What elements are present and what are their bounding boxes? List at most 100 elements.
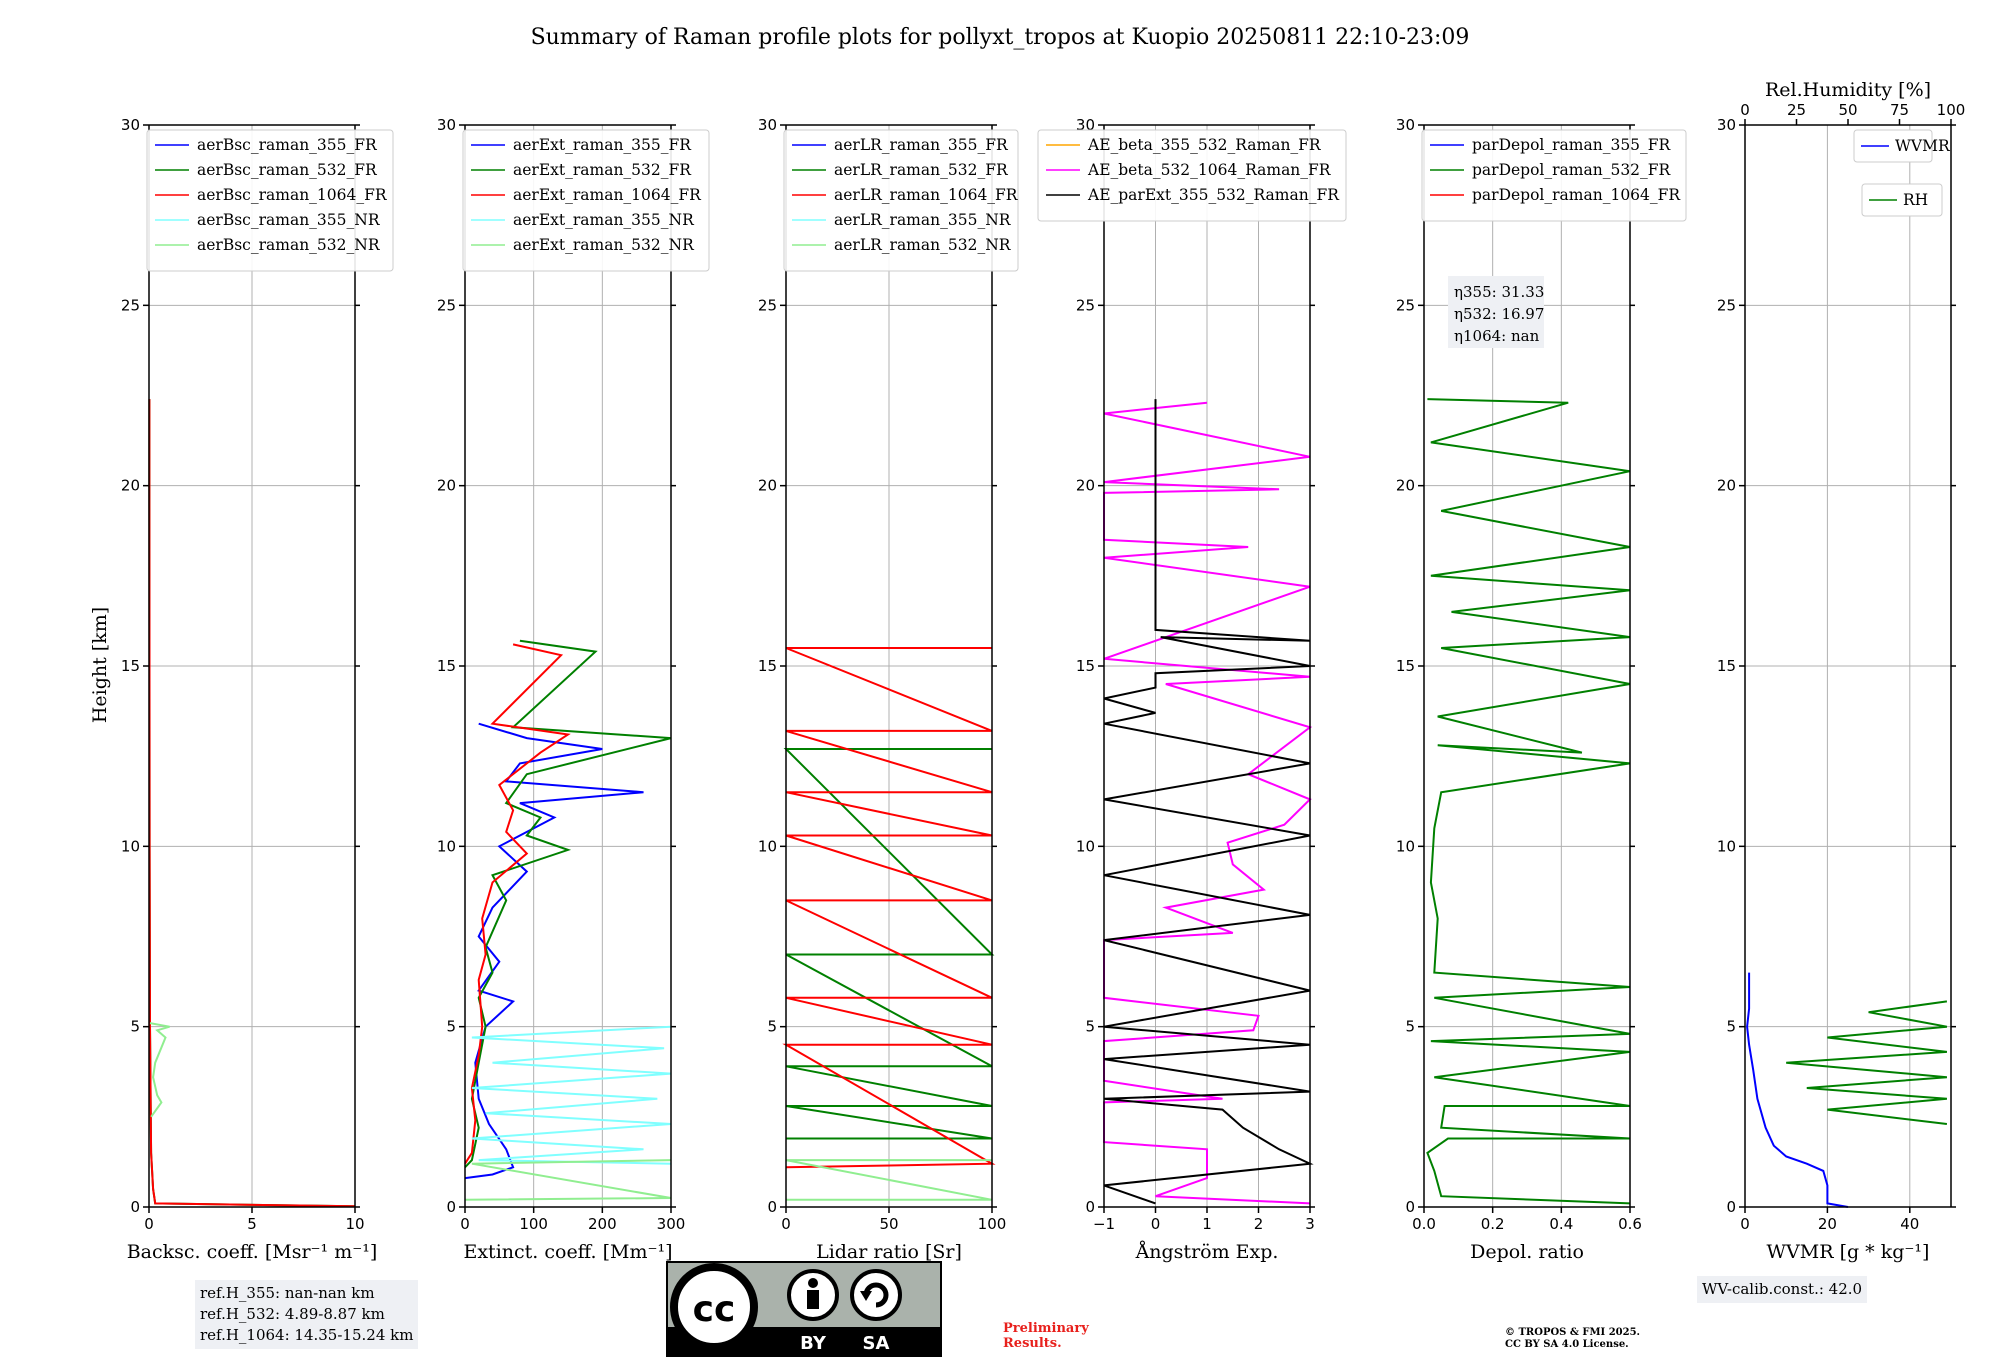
y-tick-label: 30 [758, 116, 777, 134]
x-tick-label: 2 [1254, 1215, 1264, 1233]
series-line-aerext-raman-355-nr [471, 1025, 672, 1165]
y-tick-label: 5 [767, 1018, 777, 1036]
series-line-aerext-raman-532-nr [464, 1159, 672, 1201]
series-line-aerbsc-raman-532-nr [149, 1022, 170, 1118]
legend: aerBsc_raman_355_FR aerBsc_raman_532_FRae… [146, 129, 394, 272]
preliminary-line-2: Results. [1003, 1336, 1062, 1351]
cc-icon: cc [693, 1289, 736, 1330]
y-tick-label: 25 [1717, 296, 1736, 314]
legend-label: aerBsc_raman_532_NR [197, 236, 381, 254]
y-tick-label: 10 [437, 837, 456, 855]
y-tick-label: 20 [121, 477, 140, 495]
series-line-rh [1786, 1000, 1948, 1125]
legend: AE_beta_355_532_Raman_FR AE_beta_532_1064… [1037, 129, 1347, 222]
figure-title: Summary of Raman profile plots for polly… [531, 25, 1470, 50]
legend-label: aerExt_raman_532_FR [513, 161, 692, 179]
y-tick-label: 30 [437, 116, 456, 134]
x2-tick-label: 25 [1787, 101, 1806, 119]
y-tick-label: 0 [446, 1198, 456, 1216]
preliminary-note: Preliminary Results. [1003, 1321, 1089, 1351]
legend-label: aerLR_raman_1064_FR [834, 186, 1019, 204]
badge-sa: SA [863, 1333, 890, 1354]
depol-eta1064: η1064: nan [1454, 327, 1540, 345]
y-tick-label: 15 [1396, 657, 1415, 675]
y-tick-label: 5 [1085, 1018, 1095, 1036]
y-tick-label: 20 [1396, 477, 1415, 495]
x-tick-label: 20 [1818, 1215, 1837, 1233]
x-axis-label: WVMR [g * kg⁻¹] [1767, 1241, 1930, 1263]
person-icon [787, 1269, 839, 1321]
ref-heights-box: ref.H_355: nan-nan km ref.H_532: 4.89-8.… [195, 1280, 419, 1349]
legend-label: aerLR_raman_355_NR [834, 211, 1012, 229]
panel-3: 0 5 10 15 20 25 30 0 50 100 Lidar ratio [Sr] aerLR_… [758, 116, 1019, 1263]
panel-1: 0 5 10 15 20 25 30 0 5 10 Backsc. coeff. [Msr⁻¹ m⁻… [121, 116, 394, 1263]
y-tick-label: 25 [758, 296, 777, 314]
y-tick-label: 25 [437, 296, 456, 314]
svg-text:cc: cc [693, 1289, 736, 1330]
y-tick-label: 15 [1076, 657, 1095, 675]
legend-label: AE_parExt_355_532_Raman_FR [1087, 186, 1340, 204]
x-tick-label: 100 [519, 1215, 548, 1233]
y-tick-label: 25 [1076, 296, 1095, 314]
series-line-aerext-raman-1064-fr [464, 643, 571, 1165]
y-tick-label: 5 [130, 1018, 140, 1036]
legend: aerExt_raman_355_FR aerExt_raman_532_FRae… [462, 129, 710, 272]
x2-tick-label: 0 [1740, 101, 1750, 119]
x-tick-label: 3 [1305, 1215, 1315, 1233]
x-axis-label: Ångström Exp. [1135, 1241, 1279, 1263]
legend-label: aerLR_raman_532_NR [834, 236, 1012, 254]
y-tick-label: 0 [767, 1198, 777, 1216]
ref-height-1064: ref.H_1064: 14.35-15.24 km [200, 1326, 414, 1344]
x-tick-label: 50 [879, 1215, 898, 1233]
y-tick-label: 15 [1717, 657, 1736, 675]
legend-label: aerBsc_raman_355_NR [197, 211, 381, 229]
x-axis-label: Extinct. coeff. [Mm⁻¹] [463, 1241, 672, 1263]
y-tick-label: 25 [121, 296, 140, 314]
depol-eta532: η532: 16.97 [1454, 305, 1544, 323]
legend-label: aerBsc_raman_532_FR [197, 161, 378, 179]
legend-label: aerExt_raman_532_NR [513, 236, 695, 254]
depol-info-box: η355: 31.33 η532: 16.97 η1064: nan [1448, 276, 1544, 348]
y-tick-label: 15 [437, 657, 456, 675]
y-tick-label: 15 [758, 657, 777, 675]
panel-5: 0 5 10 15 20 25 30 0.0 0.2 0.4 0.6 Depol. ratio parD… [1396, 116, 1687, 1263]
wv-calib-box: WV-calib.const.: 42.0 [1697, 1276, 1868, 1303]
y-tick-label: 30 [1717, 116, 1736, 134]
legend-label: aerBsc_raman_355_FR [197, 136, 378, 154]
legend-label: aerExt_raman_1064_FR [513, 186, 702, 204]
series-line-aerlr-raman-532-fr [783, 748, 995, 1140]
series-line-aerlr-raman-532-nr [785, 1159, 993, 1201]
x-axis-label: Depol. ratio [1470, 1241, 1584, 1263]
y-tick-label: 0 [130, 1198, 140, 1216]
x-tick-label: 0 [144, 1215, 154, 1233]
x2-tick-label: 50 [1838, 101, 1857, 119]
series-line-wvmr [1746, 972, 1849, 1208]
y-tick-label: 5 [1726, 1018, 1736, 1036]
series-line-aerext-raman-355-fr [464, 722, 644, 1180]
legend-label: aerBsc_raman_1064_FR [197, 186, 388, 204]
cc-by-sa-badge: cc BY SA [666, 1261, 942, 1357]
y-tick-label: 0 [1405, 1198, 1415, 1216]
x-tick-label: 40 [1900, 1215, 1919, 1233]
y-tick-label: 5 [1405, 1018, 1415, 1036]
y-tick-label: 10 [121, 837, 140, 855]
copyright-line-1: © TROPOS & FMI 2025. [1505, 1327, 1641, 1338]
legend-label: aerLR_raman_532_FR [834, 161, 1009, 179]
legend-label: RH [1903, 191, 1928, 209]
y-tick-label: 30 [1396, 116, 1415, 134]
legend-label: parDepol_raman_532_FR [1472, 161, 1672, 179]
legend: WVMR RH [1853, 129, 1951, 217]
y-tick-label: 15 [121, 657, 140, 675]
x-tick-label: 5 [247, 1215, 257, 1233]
x-axis-label: Lidar ratio [Sr] [816, 1241, 962, 1263]
depol-eta355: η355: 31.33 [1454, 283, 1544, 301]
series-line-aerlr-raman-1064-fr [782, 647, 996, 1169]
legend: parDepol_raman_355_FR parDepol_raman_532_… [1421, 129, 1687, 222]
preliminary-line-1: Preliminary [1003, 1321, 1089, 1336]
x2-axis-label: Rel.Humidity [%] [1765, 79, 1931, 101]
wv-calib-const: WV-calib.const.: 42.0 [1702, 1280, 1863, 1298]
